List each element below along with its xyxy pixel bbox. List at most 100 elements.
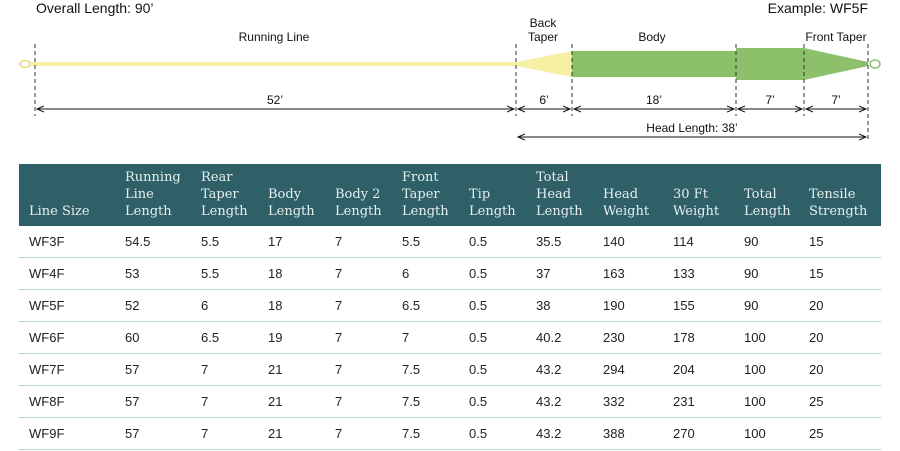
- table-cell: 15: [803, 226, 881, 258]
- table-cell: 43.2: [530, 385, 597, 418]
- table-cell: 25: [803, 417, 881, 450]
- table-cell: 38: [530, 289, 597, 322]
- line-size-cell: WF3F: [19, 226, 119, 258]
- table-cell: 332: [597, 385, 667, 418]
- table-cell: 21: [262, 385, 329, 418]
- table-cell: 100: [738, 417, 803, 450]
- table-cell: 43.2: [530, 353, 597, 386]
- table-header: Line Size Running Line Length Rear Taper Lengt…: [19, 164, 881, 226]
- table-cell: 35.5: [530, 226, 597, 258]
- back-taper-label: Back Taper: [528, 16, 558, 44]
- table-cell: 0.5: [463, 321, 530, 354]
- table-cell: 54.5: [119, 226, 195, 258]
- body-segment: [572, 51, 736, 77]
- running-line-dimension: 52’: [267, 93, 283, 107]
- table-cell: 5.5: [195, 226, 262, 258]
- table-cell: 25: [803, 385, 881, 418]
- table-cell: 7: [195, 417, 262, 450]
- table-cell: 57: [119, 417, 195, 450]
- example-label: Example: WF5F: [767, 0, 868, 16]
- table-cell: 21: [262, 353, 329, 386]
- table-cell: 90: [738, 226, 803, 258]
- table-row: WF8F 57 7 21 7 7.5 0.5 43.2 332 231 100 25: [19, 385, 881, 418]
- table-cell: 294: [597, 353, 667, 386]
- line-specs-table: Line Size Running Line Length Rear Taper Lengt…: [19, 164, 881, 450]
- line-size-cell: WF5F: [19, 289, 119, 322]
- table-cell: 37: [530, 257, 597, 290]
- table-cell: 17: [262, 226, 329, 258]
- table-row: WF3F 54.5 5.5 17 7 5.5 0.5 35.5 140 114 90 15: [19, 226, 881, 258]
- table-cell: 114: [667, 226, 738, 258]
- table-cell: 133: [667, 257, 738, 290]
- table-cell: 7: [329, 385, 396, 418]
- table-cell: 100: [738, 353, 803, 386]
- table-cell: 0.5: [463, 417, 530, 450]
- table-cell: 7: [329, 417, 396, 450]
- body-dimension: 18’: [646, 93, 662, 107]
- table-cell: 7: [396, 321, 463, 354]
- fly-line-diagram: Running Line Back Taper Body Front Taper …: [19, 16, 881, 160]
- table-body: WF3F 54.5 5.5 17 7 5.5 0.5 35.5 140 114 90 15 WF4F 53…: [19, 226, 881, 450]
- column-header: Body Length: [262, 164, 329, 226]
- table-cell: 6.5: [195, 321, 262, 354]
- table-cell: 20: [803, 353, 881, 386]
- table-cell: 0.5: [463, 226, 530, 258]
- table-cell: 0.5: [463, 385, 530, 418]
- fly-line-shape: [19, 48, 881, 80]
- table-cell: 100: [738, 385, 803, 418]
- table-cell: 20: [803, 289, 881, 322]
- column-header: Tensile Strength: [803, 164, 881, 226]
- table-cell: 7: [329, 226, 396, 258]
- table-cell: 90: [738, 289, 803, 322]
- table-row: WF4F 53 5.5 18 7 6 0.5 37 163 133 90 15: [19, 257, 881, 290]
- segment-dividers: [34, 44, 869, 140]
- column-header: 30 Ft Weight: [667, 164, 738, 226]
- table-cell: 0.5: [463, 289, 530, 322]
- column-header: Line Size: [19, 164, 119, 226]
- body2-segment: [736, 48, 804, 80]
- table-cell: 7.5: [396, 353, 463, 386]
- line-size-cell: WF7F: [19, 353, 119, 386]
- table-cell: 6: [195, 289, 262, 322]
- dimension-arrows: [37, 109, 866, 137]
- head-length-dimension: Head Length: 38’: [646, 121, 737, 135]
- table-cell: 60: [119, 321, 195, 354]
- body-label: Body: [638, 30, 665, 44]
- table-row: WF6F 60 6.5 19 7 7 0.5 40.2 230 178 100 20: [19, 321, 881, 354]
- overall-length-label: Overall Length: 90’: [36, 0, 154, 16]
- table-cell: 0.5: [463, 353, 530, 386]
- column-header: Total Head Length: [530, 164, 597, 226]
- table-cell: 100: [738, 321, 803, 354]
- line-size-cell: WF9F: [19, 417, 119, 450]
- running-line-label: Running Line: [239, 30, 310, 44]
- column-header: Total Length: [738, 164, 803, 226]
- table-cell: 231: [667, 385, 738, 418]
- table-cell: 18: [262, 257, 329, 290]
- table-cell: 6.5: [396, 289, 463, 322]
- table-cell: 140: [597, 226, 667, 258]
- column-header: Head Weight: [597, 164, 667, 226]
- table-row: WF9F 57 7 21 7 7.5 0.5 43.2 388 270 100 25: [19, 417, 881, 450]
- table-cell: 388: [597, 417, 667, 450]
- table-cell: 43.2: [530, 417, 597, 450]
- line-size-cell: WF4F: [19, 257, 119, 290]
- table-cell: 5.5: [396, 226, 463, 258]
- front-loop: [869, 59, 881, 69]
- table-cell: 190: [597, 289, 667, 322]
- table-cell: 270: [667, 417, 738, 450]
- table-cell: 15: [803, 257, 881, 290]
- table-cell: 178: [667, 321, 738, 354]
- running-line-segment: [30, 62, 516, 66]
- table-cell: 7: [329, 321, 396, 354]
- front-taper-dimension: 7’: [831, 93, 840, 107]
- rear-loop: [19, 59, 31, 69]
- table-cell: 5.5: [195, 257, 262, 290]
- table-cell: 155: [667, 289, 738, 322]
- table-cell: 40.2: [530, 321, 597, 354]
- table-cell: 57: [119, 353, 195, 386]
- back-taper-segment: [516, 51, 572, 77]
- table-cell: 52: [119, 289, 195, 322]
- column-header: Body 2 Length: [329, 164, 396, 226]
- table-cell: 57: [119, 385, 195, 418]
- table-cell: 7.5: [396, 417, 463, 450]
